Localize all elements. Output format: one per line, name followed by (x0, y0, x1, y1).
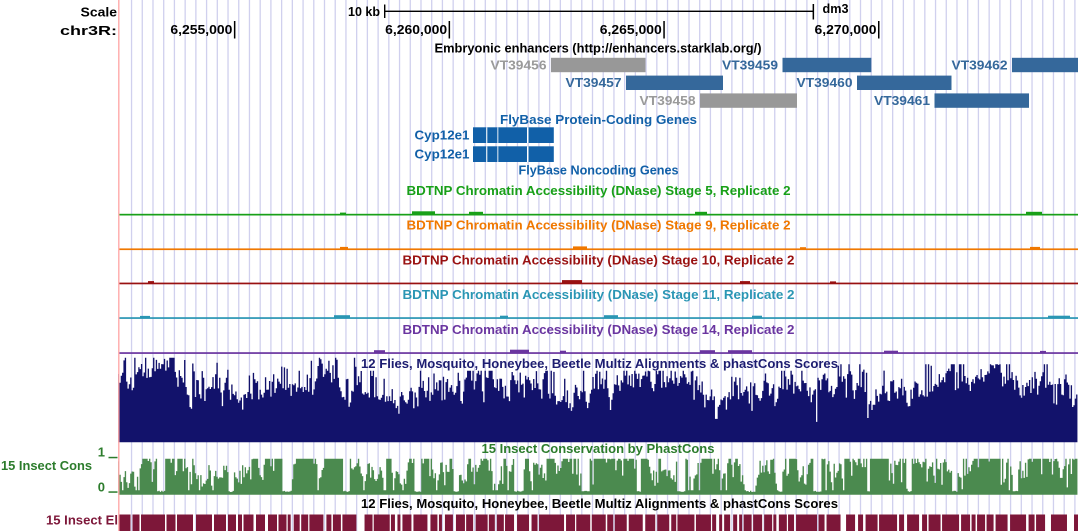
svg-text:VT39456: VT39456 (491, 57, 547, 72)
svg-text:6,265,000: 6,265,000 (600, 22, 662, 37)
svg-text:chr3R:: chr3R: (60, 23, 117, 38)
svg-text:Cyp12e1: Cyp12e1 (415, 146, 470, 161)
svg-text:FlyBase Protein-Coding Genes: FlyBase Protein-Coding Genes (500, 112, 697, 127)
svg-text:10 kb: 10 kb (348, 4, 380, 19)
svg-text:12 Flies, Mosquito, Honeybee,: 12 Flies, Mosquito, Honeybee, Beetle Mul… (361, 496, 838, 511)
svg-text:FlyBase Noncoding Genes: FlyBase Noncoding Genes (519, 163, 679, 178)
svg-text:BDTNP Chromatin Accessibility: BDTNP Chromatin Accessibility (DNase) St… (403, 252, 795, 267)
svg-text:BDTNP Chromatin Accessibility: BDTNP Chromatin Accessibility (DNase) St… (403, 322, 795, 337)
svg-text:6,260,000: 6,260,000 (385, 22, 447, 37)
svg-text:VT39462: VT39462 (952, 57, 1008, 72)
svg-text:Cyp12e1: Cyp12e1 (415, 127, 470, 142)
svg-text:15 Insect Conservation by Phas: 15 Insect Conservation by PhastCons (482, 441, 715, 456)
svg-text:BDTNP Chromatin Accessibility: BDTNP Chromatin Accessibility (DNase) St… (407, 218, 791, 233)
svg-text:Scale: Scale (81, 5, 118, 20)
svg-text:1: 1 (98, 445, 105, 460)
svg-text:6,270,000: 6,270,000 (815, 22, 877, 37)
svg-text:BDTNP Chromatin Accessibility: BDTNP Chromatin Accessibility (DNase) St… (403, 287, 795, 302)
svg-text:dm3: dm3 (823, 1, 849, 16)
svg-text:12 Flies, Mosquito, Honeybee,: 12 Flies, Mosquito, Honeybee, Beetle Mul… (361, 356, 838, 371)
svg-text:VT39458: VT39458 (640, 93, 696, 108)
svg-text:VT39461: VT39461 (874, 93, 930, 108)
svg-text:6,255,000: 6,255,000 (170, 22, 232, 37)
svg-text:BDTNP Chromatin Accessibility: BDTNP Chromatin Accessibility (DNase) St… (407, 183, 791, 198)
svg-text:VT39457: VT39457 (566, 75, 622, 90)
svg-text:VT39460: VT39460 (797, 75, 853, 90)
svg-text:Embryonic enhancers (http://en: Embryonic enhancers (http://enhancers.st… (435, 41, 762, 56)
svg-text:VT39459: VT39459 (722, 57, 778, 72)
svg-text:15 Insect Cons: 15 Insect Cons (1, 458, 92, 473)
svg-text:0: 0 (98, 480, 105, 495)
svg-text:15 Insect El: 15 Insect El (46, 513, 118, 528)
